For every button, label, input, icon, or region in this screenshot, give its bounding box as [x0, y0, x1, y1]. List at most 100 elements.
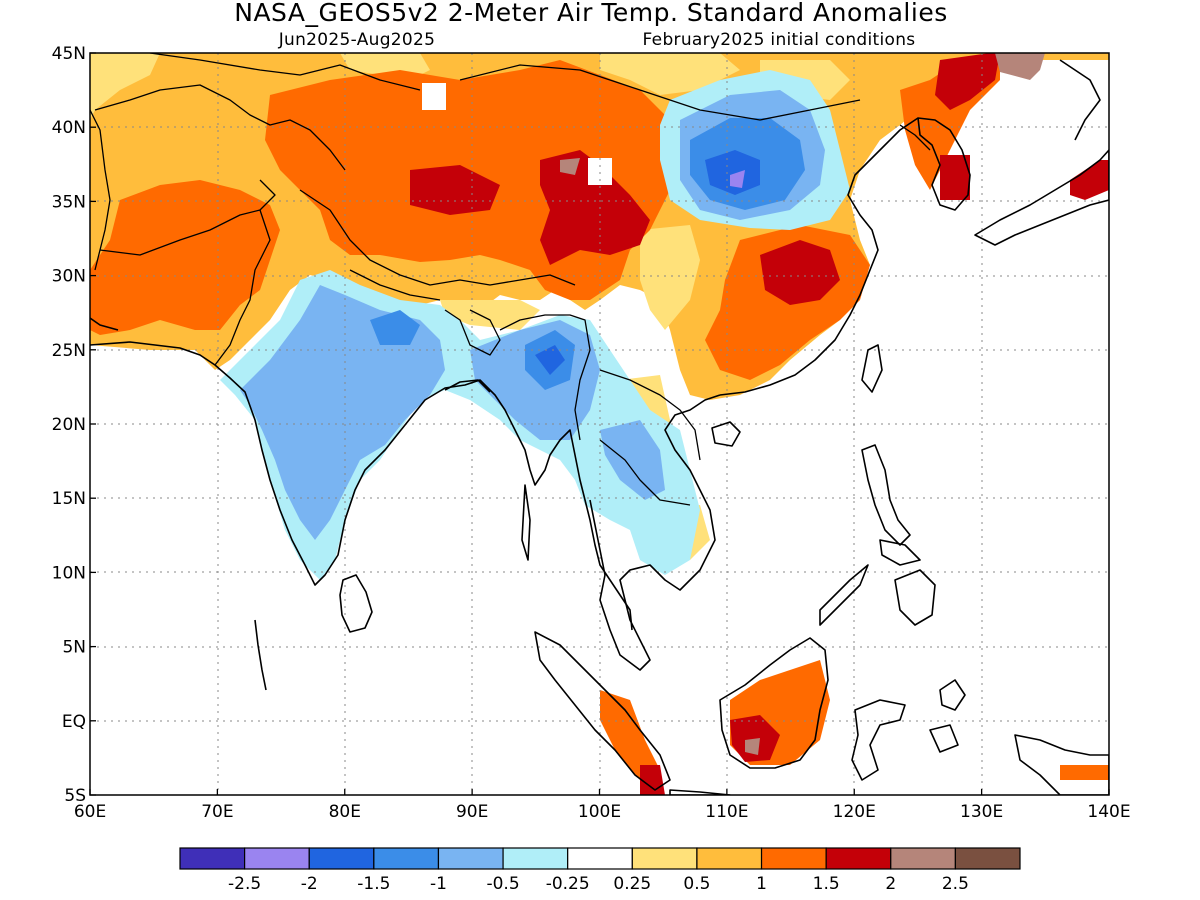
- anomaly-2-to-2-5-region: [560, 158, 580, 175]
- anomaly-2-to-2-5-region: [995, 53, 1045, 80]
- coastline-south-asia: [90, 341, 633, 631]
- anomaly-m0-25-to-0-25-region: [588, 158, 612, 185]
- colorbar-bin: [825, 847, 892, 870]
- anomaly-1-to-1-5-region: [1060, 765, 1109, 780]
- colorbar-label: 2.5: [942, 874, 969, 894]
- valid-period: Jun2025-Aug2025: [278, 30, 436, 50]
- border-myanmar: [499, 314, 591, 441]
- colorbar-bin: [631, 847, 698, 870]
- coastline-taiwan: [861, 344, 883, 393]
- y-tick-label: 40N: [52, 118, 86, 138]
- anomaly-m2-to-m1-5-region: [705, 150, 760, 195]
- colorbar-label: 1.5: [813, 874, 840, 894]
- y-tick-label: 5S: [64, 786, 86, 806]
- colorbar-label: -0.5: [486, 874, 519, 894]
- y-tick-label: 35N: [52, 192, 86, 212]
- anomaly-m1-to-m0-5-region: [240, 285, 445, 540]
- coastline-sulawesi: [851, 699, 906, 781]
- colorbar: -2.5 -2 -1.5 -1 -0.5 -0.25 0.25 0.5 1 1.5 2 2.5: [179, 847, 1021, 894]
- y-tick-label: 45N: [52, 44, 86, 64]
- x-axis-ticks: 60E 70E 80E 90E 100E 110E 120E 130E 140E: [74, 789, 1131, 822]
- coastline-ganges-delta: [444, 379, 491, 393]
- coastline-java: [669, 789, 731, 795]
- colorbar-bin: [437, 847, 504, 870]
- x-tick-label: 100E: [578, 802, 621, 822]
- coastline-mindanao: [894, 569, 936, 626]
- colorbar-bin: [244, 847, 310, 870]
- y-tick-label: 10N: [52, 563, 86, 583]
- y-tick-label: 25N: [52, 341, 86, 361]
- colorbar-bin: [308, 847, 375, 870]
- anomaly-m2-to-m1-5-region: [535, 345, 565, 375]
- borders: [90, 53, 931, 506]
- colorbar-label: -1: [430, 874, 447, 894]
- colorbar-label: 2: [885, 874, 896, 894]
- coastline-new-guinea: [1014, 734, 1109, 795]
- colorbar-label: 0.5: [683, 874, 710, 894]
- y-tick-label: EQ: [62, 712, 86, 732]
- coastline-hainan: [711, 421, 741, 447]
- border-mongolia-china: [459, 64, 861, 121]
- border-central-asia: [94, 84, 346, 171]
- figure-title: NASA_GEOS5v2 2-Meter Air Temp. Standard …: [234, 0, 947, 27]
- anomaly-2-to-2-5-region: [745, 738, 760, 755]
- colorbar-label: 1: [756, 874, 767, 894]
- border-kazakhstan: [149, 53, 421, 91]
- x-tick-label: 70E: [201, 802, 233, 822]
- coastline-visayas: [879, 539, 921, 566]
- x-tick-label: 130E: [960, 802, 1003, 822]
- graticule: [90, 53, 1109, 795]
- anomaly-1-5-to-2-region: [540, 150, 650, 265]
- colorbar-bin: [567, 847, 633, 870]
- x-tick-label: 60E: [74, 802, 106, 822]
- coastline-japan: [974, 149, 1109, 246]
- anomaly-1-5-to-2-region: [935, 53, 1000, 110]
- colorbar-label: -1.5: [357, 874, 390, 894]
- anomaly-m2-5-to-m2-region: [730, 170, 745, 188]
- anomaly-0-25-to-0-5-region: [640, 225, 700, 330]
- coastlines: [90, 59, 1109, 795]
- coastline-luzon: [861, 444, 911, 546]
- colorbar-label: 0.25: [613, 874, 651, 894]
- border-north-korea: [899, 124, 931, 151]
- anomaly-1-5-to-2-region: [940, 155, 970, 200]
- coastline-malay-peninsula: [589, 394, 721, 671]
- y-tick-label: 30N: [52, 267, 86, 287]
- coastline-borneo: [719, 637, 829, 769]
- anomaly-1-5-to-2-region: [1070, 160, 1109, 200]
- colorbar-bin: [502, 847, 569, 870]
- border-nepal: [349, 269, 441, 301]
- border-china-india: [299, 189, 576, 286]
- anomaly-m1-5-to-m1-region: [370, 310, 420, 345]
- y-axis-ticks: 45N 40N 35N 30N 25N 20N 15N 10N 5N EQ 5S: [52, 44, 96, 806]
- colorbar-label: -2: [301, 874, 318, 894]
- colorbar-bin: [760, 847, 827, 870]
- coastline-palawan: [819, 564, 869, 626]
- coastline-japan-north: [1059, 59, 1101, 141]
- coastline-andaman: [521, 484, 531, 561]
- coastline-south-china: [719, 117, 919, 396]
- anomaly-1-5-to-2-region: [410, 165, 500, 215]
- x-tick-label: 110E: [705, 802, 748, 822]
- anomaly-1-5-to-2-region: [730, 715, 780, 762]
- x-tick-label: 80E: [329, 802, 361, 822]
- y-tick-label: 15N: [52, 489, 86, 509]
- coastline-maldives: [254, 619, 267, 691]
- y-tick-label: 5N: [62, 638, 86, 658]
- coastline-sumatra: [534, 631, 671, 791]
- coastline-korea: [917, 117, 971, 211]
- colorbar-bin: [954, 847, 1021, 870]
- y-tick-label: 20N: [52, 415, 86, 435]
- anomaly-0-25-to-0-5-region: [600, 53, 740, 95]
- map-area: [90, 53, 1109, 795]
- coastline-sri-lanka: [339, 574, 373, 633]
- anomaly-m1-to-m0-5-region: [600, 420, 665, 500]
- colorbar-bin: [179, 847, 246, 870]
- anomaly-1-5-to-2-region: [760, 240, 840, 305]
- colorbar-bin: [696, 847, 763, 870]
- x-tick-label: 90E: [456, 802, 488, 822]
- border-afghanistan-pakistan: [99, 179, 276, 256]
- colorbar-bin: [890, 847, 956, 870]
- border-laos-vietnam: [599, 369, 701, 461]
